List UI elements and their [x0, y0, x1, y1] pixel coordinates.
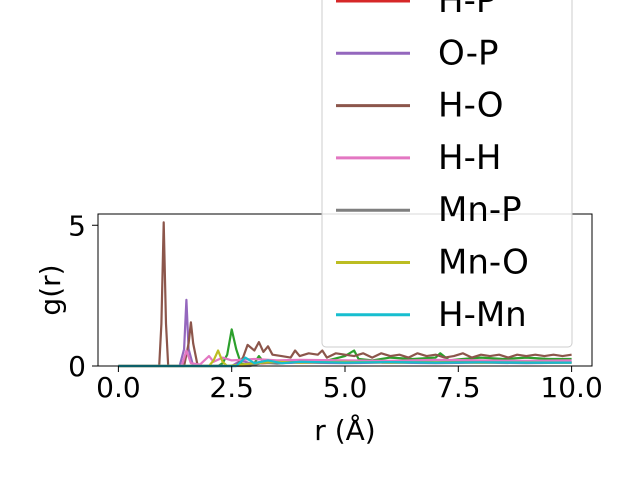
x-tick-label: 10.0: [540, 371, 602, 404]
legend-label: H-O: [438, 86, 504, 126]
legend-label: H-H: [438, 138, 501, 178]
legend-label: Mn-P: [438, 190, 522, 230]
series-line-h-o: [118, 221, 572, 368]
x-axis-label: r (Å): [314, 413, 375, 447]
plot-lines: [118, 221, 572, 368]
series-line-unlabeled-0: [118, 328, 572, 368]
legend-label: O-P: [438, 33, 498, 73]
legend-label: H-P: [438, 0, 496, 21]
x-tick-label: 7.5: [436, 371, 481, 404]
x-tick-label: 0.0: [96, 371, 141, 404]
y-axis: 05: [68, 209, 98, 383]
legend-label: Mn-O: [438, 243, 529, 283]
legend: H-P O-P H-O H-H Mn-P Mn-O H-Mn: [321, 0, 573, 348]
x-tick-label: 2.5: [209, 371, 254, 404]
y-tick-label: 5: [68, 209, 86, 242]
legend-label: H-Mn: [438, 295, 527, 335]
x-tick-label: 5.0: [323, 371, 368, 404]
x-axis: 0.0 2.5 5.0 7.5 10.0: [96, 366, 603, 404]
y-tick-label: 0: [68, 350, 86, 383]
legend-box: [321, 0, 573, 348]
series-line-h-mn: [118, 356, 572, 368]
y-axis-label: g(r): [34, 264, 67, 315]
